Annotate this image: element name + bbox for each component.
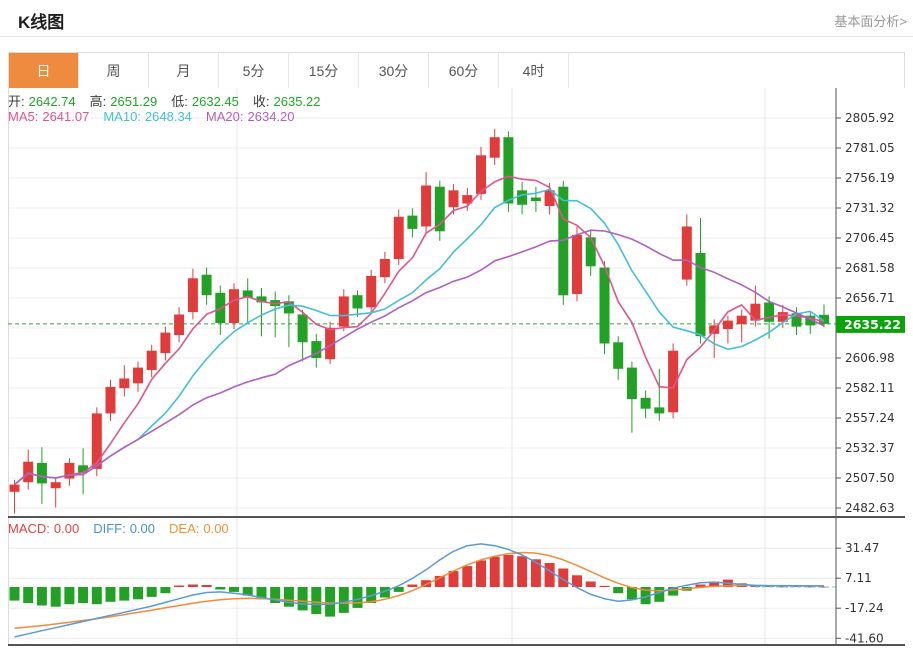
chart-bg <box>8 88 905 646</box>
candles <box>9 128 829 514</box>
svg-text:2582.11: 2582.11 <box>845 381 895 395</box>
svg-text:2557.24: 2557.24 <box>845 411 895 425</box>
tab-日[interactable]: 日 <box>9 53 79 88</box>
svg-text:2482.63: 2482.63 <box>845 501 895 515</box>
svg-text:-41.60: -41.60 <box>845 631 884 645</box>
dea-line <box>14 551 824 630</box>
kline-chart[interactable]: 2805.92 2781.05 2756.19 2731.32 2706.45 2681.… <box>8 88 905 646</box>
ma5-line <box>13 175 825 486</box>
svg-text:2656.71: 2656.71 <box>845 291 895 305</box>
tab-60分[interactable]: 60分 <box>429 53 499 88</box>
svg-text:-17.24: -17.24 <box>845 601 884 615</box>
svg-text:2731.32: 2731.32 <box>845 201 895 215</box>
ma10-line <box>13 188 825 486</box>
header-divider <box>0 36 913 37</box>
svg-text:2805.92: 2805.92 <box>845 111 895 125</box>
svg-text:2781.05: 2781.05 <box>845 141 895 155</box>
interval-tab-bar: 日周月 5分 15分 30分 60分 4时 <box>8 52 905 89</box>
svg-text:2532.37: 2532.37 <box>845 441 895 455</box>
diff-line <box>14 543 824 638</box>
svg-text:2706.45: 2706.45 <box>845 231 895 245</box>
svg-text:2606.98: 2606.98 <box>845 351 895 365</box>
fundamental-analysis-link[interactable]: 基本面分析> <box>834 14 907 29</box>
tab-30分[interactable]: 30分 <box>359 53 429 88</box>
svg-text:31.47: 31.47 <box>845 541 879 555</box>
tab-周[interactable]: 周 <box>79 53 149 88</box>
svg-text:2756.19: 2756.19 <box>845 171 895 185</box>
svg-text:2635.22: 2635.22 <box>844 317 901 332</box>
svg-text:2681.58: 2681.58 <box>845 261 895 275</box>
page-title: K线图 <box>18 13 65 32</box>
svg-text:7.11: 7.11 <box>845 571 872 585</box>
svg-text:2507.50: 2507.50 <box>845 471 895 485</box>
current-price-tag: 2635.22 <box>836 315 905 333</box>
tab-15分[interactable]: 15分 <box>289 53 359 88</box>
tab-4时[interactable]: 4时 <box>499 53 569 88</box>
price-axis-labels: 2805.92 2781.05 2756.19 2731.32 2706.45 2681.… <box>836 111 895 645</box>
ma20-line <box>13 229 825 486</box>
tab-5分[interactable]: 5分 <box>219 53 289 88</box>
tab-月[interactable]: 月 <box>149 53 219 88</box>
